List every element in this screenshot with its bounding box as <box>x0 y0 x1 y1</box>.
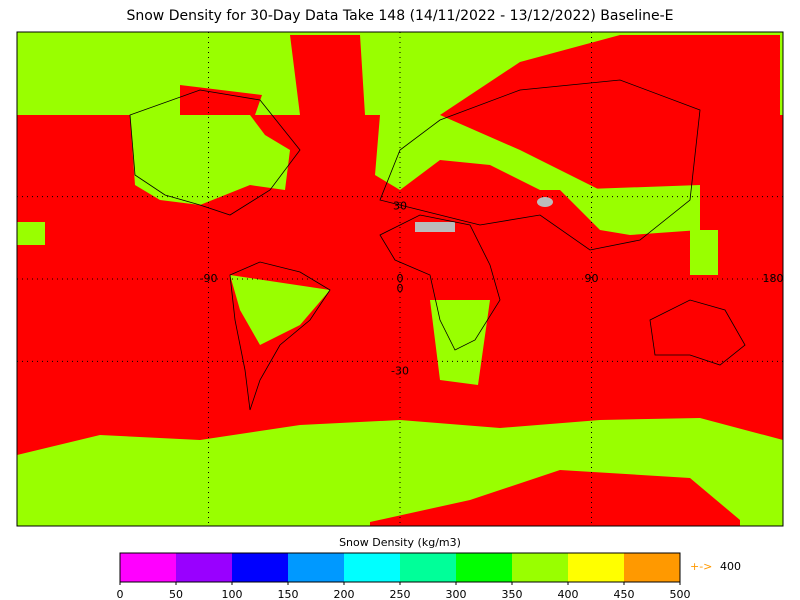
colorbar-segment <box>120 553 176 582</box>
colorbar-tick-label: 200 <box>334 588 355 600</box>
colorbar-segment <box>456 553 512 582</box>
lon-label: 0 <box>397 272 404 285</box>
colorbar-segment <box>232 553 288 582</box>
region <box>375 115 600 190</box>
coastline <box>379 214 501 351</box>
region <box>17 222 45 245</box>
region <box>230 275 330 345</box>
colorbar-tick-label: 250 <box>390 588 411 600</box>
colorbar-tick-label: 350 <box>502 588 523 600</box>
region <box>560 185 700 235</box>
colorbar-segment <box>400 553 456 582</box>
region <box>180 85 262 115</box>
colorbar-label: Snow Density (kg/m3) <box>339 536 461 549</box>
region <box>290 35 365 115</box>
colorbar-segment <box>568 553 624 582</box>
colorbar: 0 50 100 150 200 250 300 350 400 450 500 <box>117 552 691 600</box>
colorbar-tick-label: 450 <box>614 588 635 600</box>
overflow-value: 400 <box>720 560 741 573</box>
region <box>440 35 780 135</box>
lat-label: -30 <box>391 364 409 377</box>
colorbar-segment <box>344 553 400 582</box>
colorbar-segment <box>512 553 568 582</box>
coastline <box>129 89 301 216</box>
map-frame <box>16 31 784 527</box>
lon-label: 90 <box>585 272 599 285</box>
lat-label: 30 <box>393 200 407 213</box>
lon-label: -90 <box>200 272 218 285</box>
region <box>430 300 490 385</box>
coastline <box>379 79 701 251</box>
colorbar-segment <box>288 553 344 582</box>
colorbar-tick-label: 50 <box>169 588 183 600</box>
lat-label: 0 <box>397 282 404 295</box>
colorbar-segment <box>624 553 680 582</box>
title: Snow Density for 30-Day Data Take 148 (1… <box>126 8 673 24</box>
coastlines <box>129 79 746 411</box>
colorbar-segment <box>176 553 232 582</box>
colorbar-tick-label: 300 <box>446 588 467 600</box>
region <box>537 197 553 207</box>
colorbar-tick-label: 400 <box>558 588 579 600</box>
overflow-symbol: +-> <box>690 560 712 573</box>
region <box>415 222 455 232</box>
colorbar-tick-label: 100 <box>222 588 243 600</box>
coastline <box>649 299 746 366</box>
region <box>130 115 290 205</box>
coastline <box>229 261 331 411</box>
region <box>690 230 718 275</box>
colorbar-tick-label: 0 <box>117 588 124 600</box>
region <box>370 470 740 526</box>
colorbar-tick-label: 500 <box>670 588 691 600</box>
colorbar-tick-label: 150 <box>278 588 299 600</box>
